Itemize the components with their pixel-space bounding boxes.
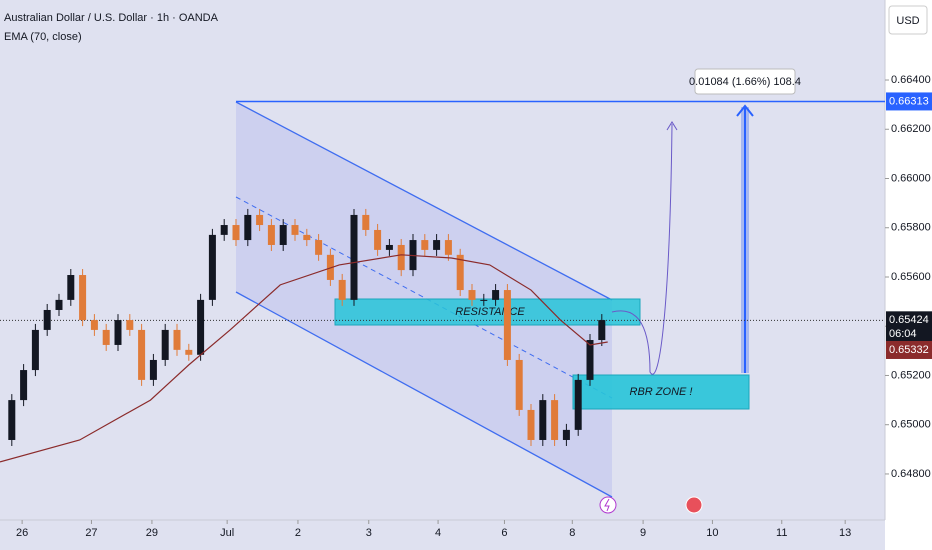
candle: [102, 329, 110, 345]
candle: [197, 299, 205, 355]
candle: [173, 329, 181, 350]
candle: [362, 214, 370, 230]
zone-label: RBR ZONE !: [630, 386, 693, 398]
candle: [79, 275, 87, 321]
candle: [126, 320, 134, 330]
candle: [315, 240, 323, 255]
y-tick-label: 0.65600: [891, 271, 931, 283]
candle: [90, 320, 98, 330]
current-price-label: 0.65424: [889, 314, 929, 326]
candle: [138, 329, 146, 380]
candle: [208, 234, 216, 300]
x-tick-label: 27: [85, 527, 97, 539]
candle: [67, 275, 75, 300]
candle: [43, 309, 51, 330]
candle: [598, 320, 606, 341]
candle: [267, 225, 275, 245]
candle: [374, 229, 382, 250]
candle: [515, 359, 523, 410]
candle: [161, 329, 169, 360]
ema-price-label: 0.65332: [889, 344, 929, 356]
resistance-box: [334, 298, 641, 326]
candle: [444, 240, 452, 255]
event-icon-bolt: [604, 498, 610, 512]
y-tick-label: 0.66200: [891, 123, 931, 135]
projection-curve: [611, 123, 673, 375]
price-axis-pane: [885, 0, 932, 550]
candle: [468, 290, 476, 300]
x-tick-label: 11: [776, 527, 787, 539]
candle: [303, 234, 311, 241]
candle: [185, 349, 193, 355]
candle: [8, 400, 16, 440]
y-tick-label: 0.64800: [891, 468, 931, 480]
x-tick-label: 6: [501, 527, 507, 539]
candle: [551, 400, 559, 440]
candle: [220, 225, 228, 235]
x-tick-label: 2: [295, 527, 301, 539]
channel-top: [235, 101, 613, 301]
candle: [149, 359, 157, 380]
y-tick-label: 0.65800: [891, 222, 931, 234]
candle: [562, 429, 570, 440]
candle: [480, 299, 488, 301]
candle: [539, 400, 547, 440]
channel-bottom: [235, 291, 613, 498]
candle: [350, 214, 358, 300]
countdown-label: 06:04: [889, 328, 917, 340]
measure-arrowhead: [736, 104, 754, 117]
candle: [232, 225, 240, 241]
x-tick-label: 26: [16, 527, 28, 539]
rbr-zone-box: [572, 374, 750, 410]
y-tick-label: 0.66400: [891, 74, 931, 86]
candle: [433, 240, 441, 250]
candle: [55, 299, 63, 310]
chart-title: Australian Dollar / U.S. Dollar · 1h · O…: [4, 12, 219, 24]
projection-arrowhead: [666, 121, 678, 131]
currency-button[interactable]: [888, 5, 928, 35]
candle: [586, 340, 594, 380]
candle: [397, 244, 405, 271]
y-tick-label: 0.66000: [891, 172, 931, 184]
candle: [279, 225, 287, 245]
x-tick-label: 3: [366, 527, 372, 539]
candle: [256, 214, 264, 226]
x-tick-label: Jul: [220, 527, 234, 539]
candle: [574, 379, 582, 430]
x-tick-label: 10: [706, 527, 718, 539]
current-price-tag: [886, 311, 932, 344]
y-tick-label: 0.65200: [891, 369, 931, 381]
x-tick-label: 29: [146, 527, 158, 539]
ema-price-tag: [886, 340, 932, 359]
x-tick-label: 4: [435, 527, 441, 539]
candle: [456, 254, 464, 291]
indicator-label: EMA (70, close): [4, 31, 82, 43]
ema-line: [0, 254, 608, 463]
candle: [31, 329, 39, 371]
candle: [492, 290, 500, 300]
candle: [421, 240, 429, 250]
x-tick-label: 13: [839, 527, 851, 539]
candle: [291, 225, 299, 235]
news-icon[interactable]: [685, 496, 703, 514]
measure-label: 0.01084 (1.66%) 108.4: [689, 76, 801, 88]
x-tick-label: 8: [569, 527, 575, 539]
candle: [385, 244, 393, 250]
event-icon[interactable]: [599, 496, 617, 514]
measure-label-box: [694, 68, 796, 95]
currency-label: USD: [896, 15, 919, 27]
y-tick-label: 0.65000: [891, 419, 931, 431]
resistance-label: RESISTANCE: [455, 306, 525, 318]
candle: [527, 409, 535, 440]
channel-mid: [235, 196, 613, 399]
candle: [338, 279, 346, 300]
target-price-tag: [886, 92, 932, 111]
target-price-label: 0.66313: [889, 95, 929, 107]
candle: [114, 320, 122, 345]
candle: [503, 290, 511, 360]
x-tick-label: 9: [640, 527, 646, 539]
candle: [20, 370, 28, 401]
candle: [244, 214, 252, 241]
